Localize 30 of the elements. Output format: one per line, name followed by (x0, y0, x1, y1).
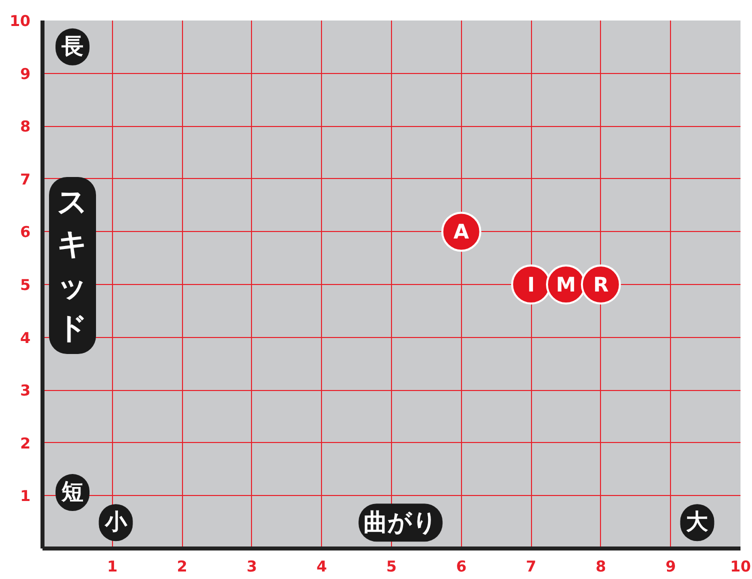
x-tick-label: 4 (316, 558, 327, 576)
x-tick-label: 2 (176, 558, 188, 576)
x-tick-label: 1 (107, 558, 118, 576)
x-tick-label: 10 (730, 558, 751, 576)
annotation: A (454, 220, 470, 244)
x-tick-label: 9 (665, 558, 676, 576)
x-tick-label: 5 (386, 558, 397, 576)
x-tick-label: 3 (246, 558, 258, 576)
y-tick-label: 3 (20, 382, 30, 400)
y-tick-label: 2 (20, 434, 30, 452)
x-tick-label: 7 (526, 558, 536, 576)
y-tick-label: 7 (20, 170, 30, 188)
x-tick-label: 8 (596, 558, 606, 576)
y-tick-label: 5 (20, 276, 30, 294)
annotation: M (556, 272, 576, 296)
annotation: 短 (60, 480, 84, 506)
y-tick-label: 4 (20, 328, 30, 347)
annotation: 長 (60, 34, 84, 60)
y-tick-label: 6 (20, 223, 30, 242)
y-axis-title: スキッド (57, 184, 88, 346)
y-tick-label: 9 (20, 64, 30, 83)
y-tick-label: 1 (20, 487, 30, 506)
annotation: I (527, 272, 535, 296)
x-axis-title: 曲がり (364, 508, 438, 537)
y-tick-label: 8 (20, 118, 30, 136)
y-tick-label: 10 (10, 12, 30, 30)
annotation: 小 (104, 510, 128, 536)
annotation: 大 (686, 510, 710, 536)
annotation: R (593, 272, 609, 296)
x-tick-label: 6 (456, 558, 467, 576)
